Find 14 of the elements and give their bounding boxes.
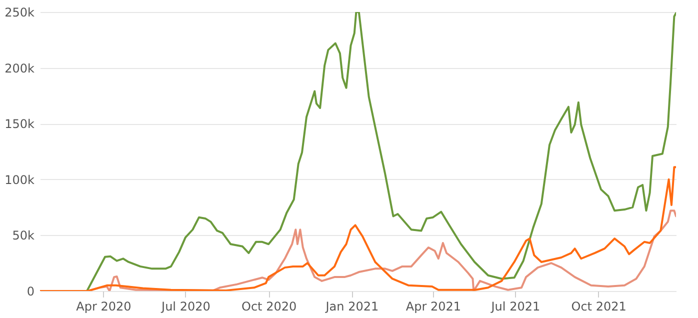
y-tick-label: 50k [12,228,35,243]
x-tick-label: Jul 2021 [490,300,540,314]
y-tick-label: 200k [4,61,35,76]
x-tick-label: Jan 2021 [324,300,379,314]
x-tick-label: Oct 2020 [242,300,297,314]
x-tick-label: Apr 2020 [76,300,132,314]
y-tick-label: 0 [26,284,34,298]
line-series [40,166,676,291]
y-tick-label: 250k [4,6,35,20]
x-tick-label: Apr 2021 [406,300,462,314]
x-tick-label: Oct 2021 [571,300,626,314]
x-tick-label: Jul 2020 [160,300,210,314]
y-tick-label: 100k [4,172,35,187]
y-tick-label: 150k [4,117,35,132]
